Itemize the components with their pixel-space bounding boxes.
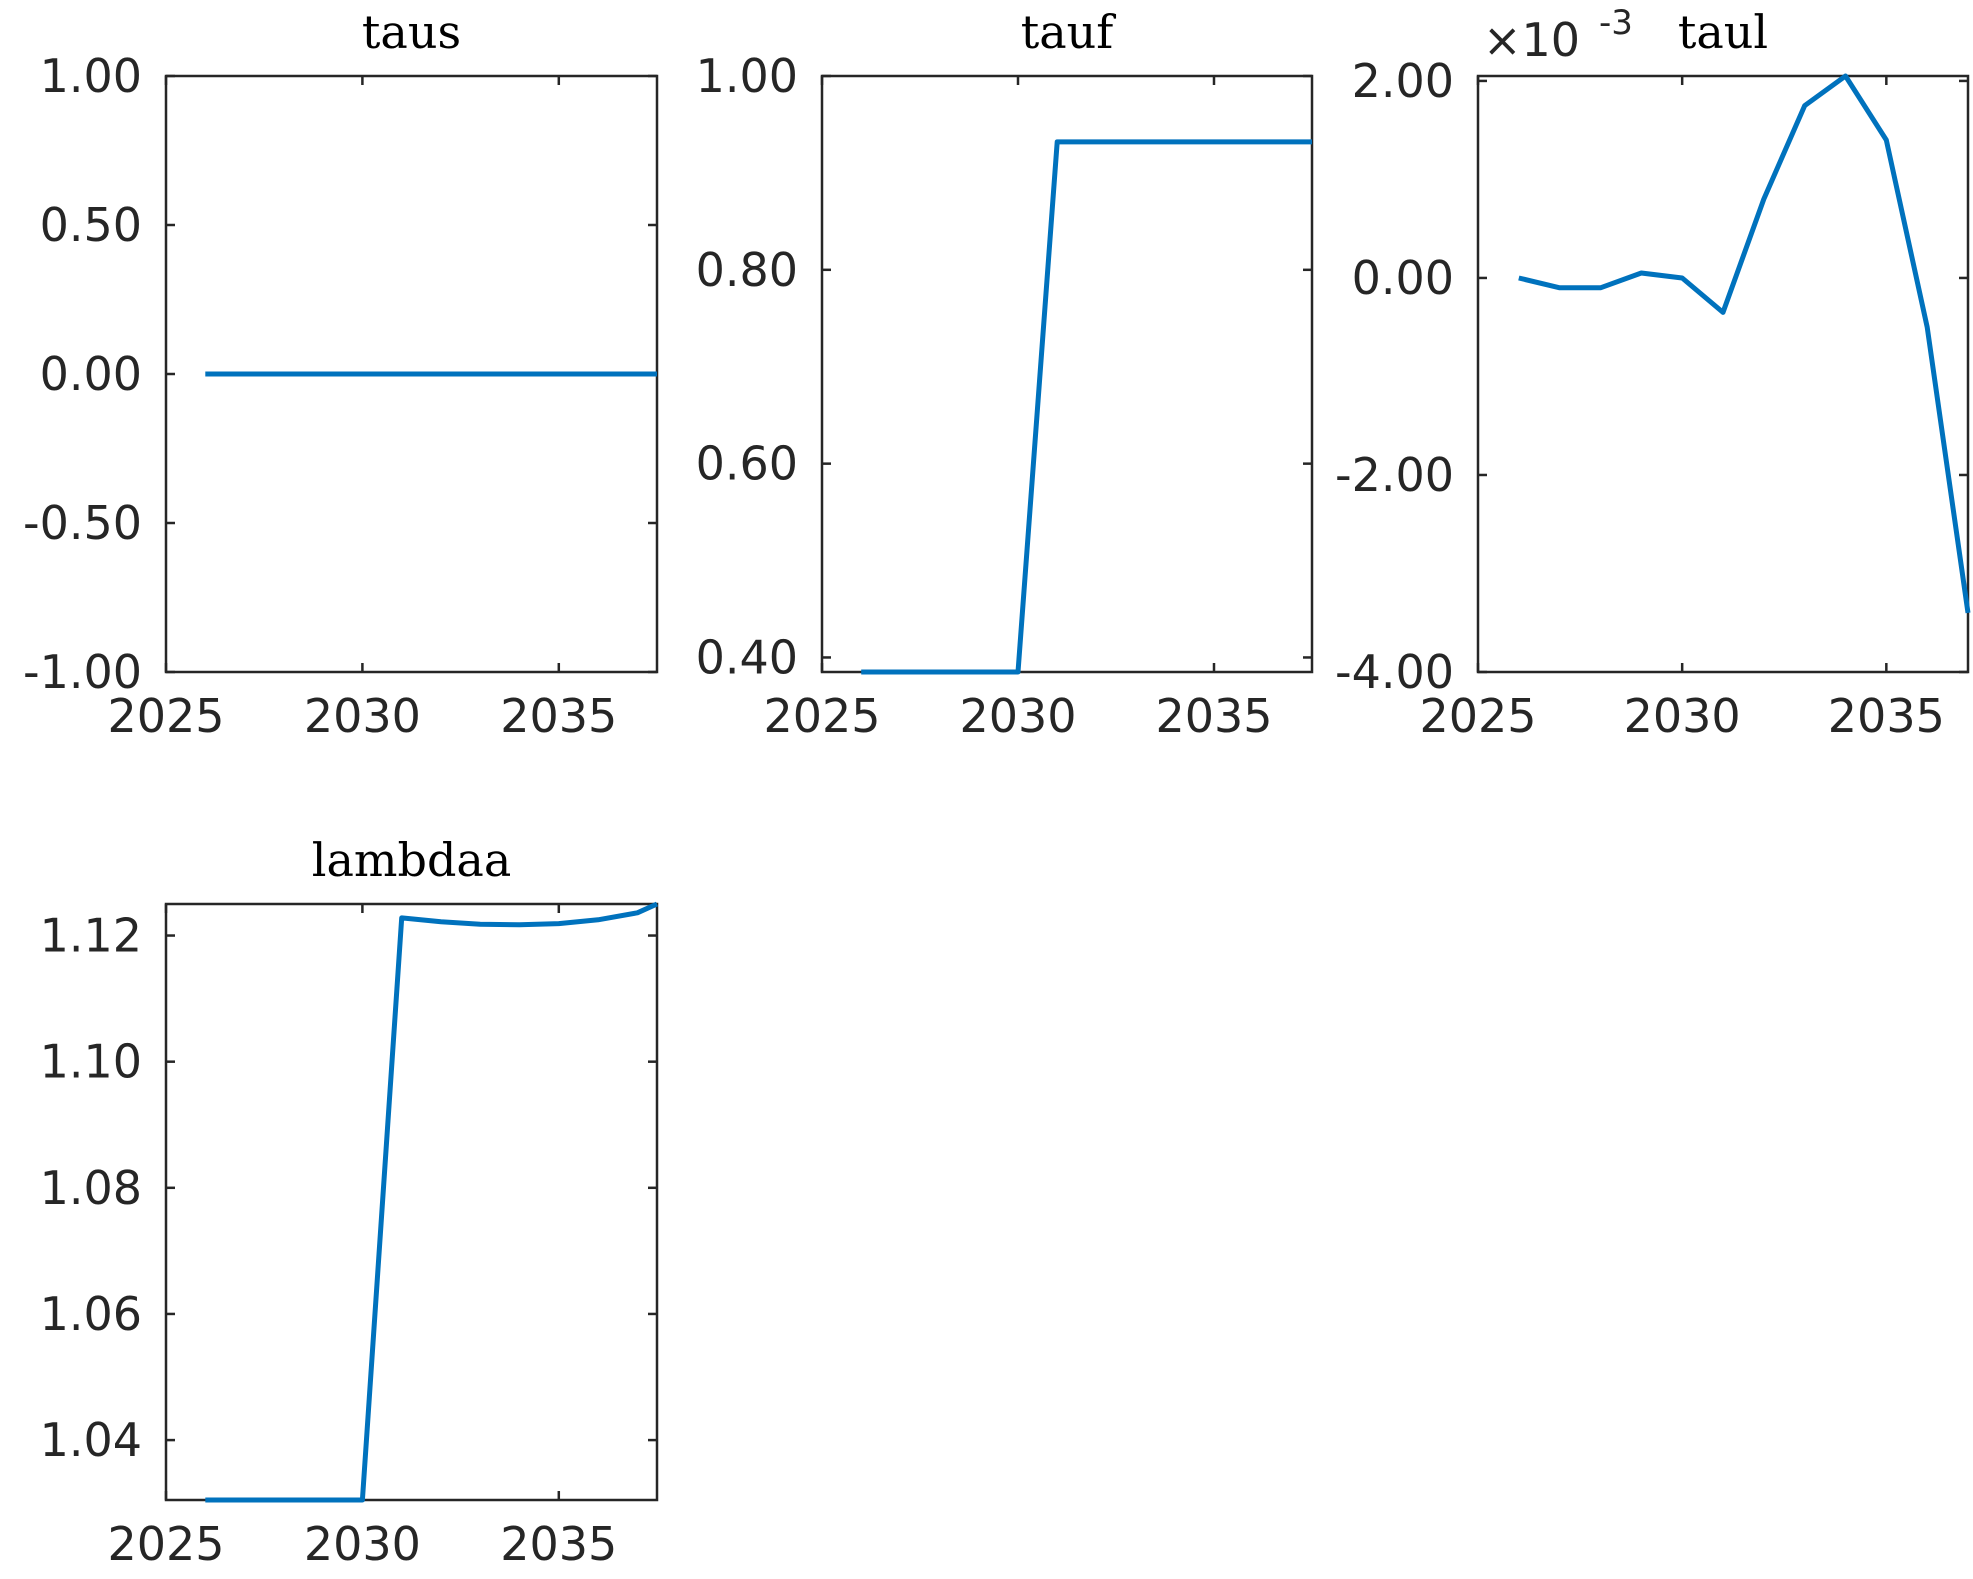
x-tick-label: 2025 — [107, 689, 224, 743]
axes-box — [1476, 74, 1970, 674]
y-tick-label: -1.00 — [23, 645, 142, 699]
subplot-taul: 2025 2030 2035 -4.00 -2.00 0.00 2.00 taul ×10 -3 — [1335, 3, 1971, 743]
axes-box — [164, 902, 659, 1502]
subplot-taus: 2025 2030 2035 -1.00 -0.50 0.00 0.50 1.00 taus — [23, 5, 659, 743]
y-tick-label: 0.00 — [1352, 251, 1454, 305]
chart-title: taus — [362, 5, 461, 59]
y-tick-label: 1.10 — [40, 1035, 142, 1089]
x-tick-label: 2035 — [1828, 689, 1945, 743]
y-tick-label: 1.08 — [40, 1161, 142, 1215]
y-tick-label: 0.80 — [696, 243, 798, 297]
x-tick-label: 2030 — [304, 1517, 421, 1571]
chart-title: lambdaa — [312, 833, 512, 887]
y-tick-label: 1.00 — [696, 49, 798, 103]
y-tick-label: 0.00 — [40, 347, 142, 401]
x-tick-label: 2025 — [763, 689, 880, 743]
x-tick-label: 2025 — [1419, 689, 1536, 743]
x-tick-label: 2035 — [1155, 689, 1272, 743]
chart-title: taul — [1678, 5, 1768, 59]
x-tick-label: 2030 — [1624, 689, 1741, 743]
chart-title: tauf — [1021, 5, 1117, 59]
axes-box — [820, 74, 1314, 674]
x-tick-label: 2025 — [107, 1517, 224, 1571]
axis-exponent-power: -3 — [1599, 3, 1633, 43]
y-tick-label: 0.60 — [696, 437, 798, 491]
y-tick-label: -2.00 — [1335, 448, 1454, 502]
y-tick-label: -4.00 — [1335, 645, 1454, 699]
subplot-lambdaa: 2025 2030 2035 1.04 1.06 1.08 1.10 1.12 lambdaa — [40, 833, 659, 1571]
y-tick-label: 0.50 — [40, 198, 142, 252]
series-line — [861, 139, 1312, 675]
axis-exponent-label: ×10 — [1483, 13, 1580, 67]
y-tick-label: 1.04 — [40, 1413, 142, 1467]
y-tick-label: -0.50 — [23, 496, 142, 550]
series-line — [205, 901, 659, 1503]
x-tick-label: 2030 — [304, 689, 421, 743]
y-tick-label: 1.06 — [40, 1287, 142, 1341]
y-tick-label: 0.40 — [696, 630, 798, 684]
series-line — [1518, 73, 1971, 614]
y-tick-label: 1.00 — [40, 49, 142, 103]
x-tick-label: 2030 — [959, 689, 1076, 743]
y-tick-label: 1.12 — [40, 909, 142, 963]
subplot-tauf: 2025 2030 2035 0.40 0.60 0.80 1.00 tauf — [696, 5, 1314, 743]
y-tick-label: 2.00 — [1352, 54, 1454, 108]
x-tick-label: 2035 — [500, 689, 617, 743]
x-tick-label: 2035 — [500, 1517, 617, 1571]
